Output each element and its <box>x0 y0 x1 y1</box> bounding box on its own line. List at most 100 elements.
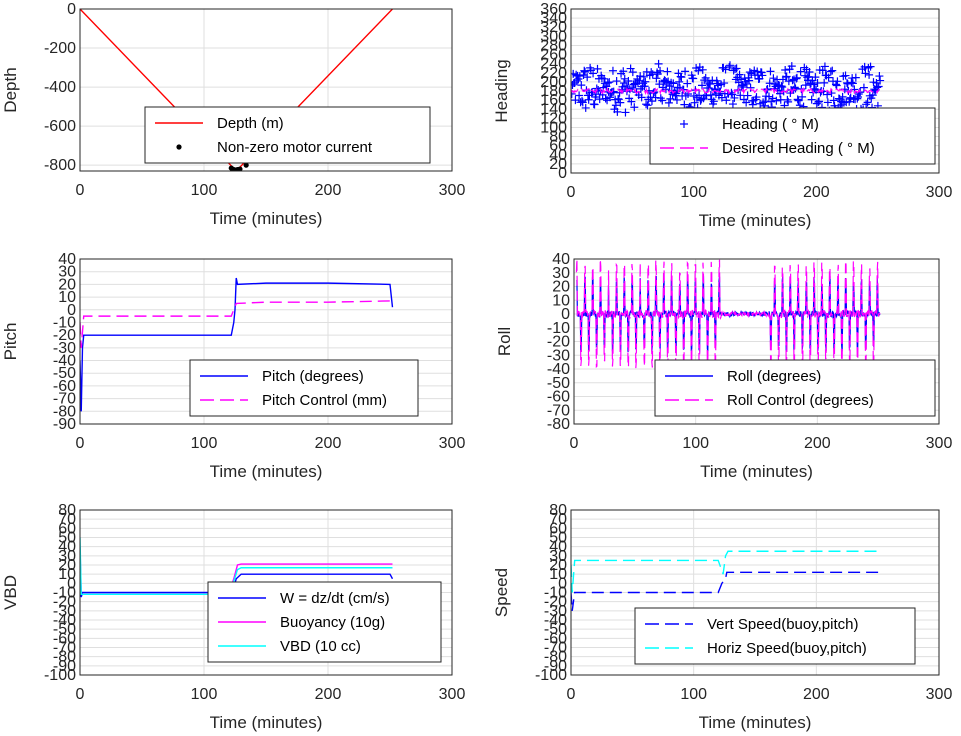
y-tick-label: -10 <box>544 585 567 602</box>
y-tick-label: -70 <box>547 402 570 419</box>
y-axis-label: Depth <box>1 67 20 112</box>
y-tick-label: -600 <box>44 118 76 135</box>
legend-label: Roll Control (degrees) <box>727 392 874 409</box>
y-tick-label: -30 <box>547 347 570 364</box>
series-roll-control-degrees <box>575 259 881 370</box>
y-tick-label: 0 <box>67 575 76 592</box>
y-tick-label: -90 <box>544 658 567 675</box>
y-tick-label: -30 <box>544 603 567 620</box>
x-tick-label: 300 <box>439 686 466 703</box>
y-tick-label: -90 <box>53 416 76 433</box>
legend-box <box>189 359 419 417</box>
legend-label: Desired Heading ( ° M) <box>722 140 875 157</box>
series-pitch-control-mm <box>80 300 393 348</box>
y-tick-label: -70 <box>53 640 76 657</box>
y-tick-label: 10 <box>549 566 567 583</box>
y-tick-label: 260 <box>540 47 567 64</box>
y-tick-label: 30 <box>58 264 76 281</box>
legend: Depth (m) Non-zero motor current <box>144 106 431 164</box>
y-axis-label: VBD <box>1 575 20 610</box>
series-pitch-degrees <box>80 277 394 412</box>
series-horiz-speed-buoy-pitch <box>571 550 881 593</box>
legend-label: VBD (10 cc) <box>280 638 361 655</box>
y-tick-label: 10 <box>58 289 76 306</box>
legend-box <box>649 107 936 165</box>
series-desired-heading-m <box>571 86 880 96</box>
legend: W = dz/dt (cm/s) Buoyancy (10g) VBD (10 cc… <box>207 581 442 663</box>
legend-box <box>634 607 916 665</box>
data-point <box>237 166 243 171</box>
y-tick-label: 0 <box>67 1 76 18</box>
legend-marker <box>680 120 688 128</box>
x-tick-label: 300 <box>926 184 953 201</box>
y-tick-label: -90 <box>53 658 76 675</box>
y-tick-label: 180 <box>540 83 567 100</box>
y-tick-label: 360 <box>540 1 567 18</box>
x-tick-label: 100 <box>191 182 218 199</box>
y-tick-label: -80 <box>53 649 76 666</box>
x-tick-label: 300 <box>926 686 953 703</box>
legend: Roll (degrees) Roll Control (degrees) <box>654 359 936 417</box>
plot-area <box>571 550 881 611</box>
plot-area <box>575 259 881 370</box>
y-tick-label: 300 <box>540 28 567 45</box>
plot-area <box>80 277 394 412</box>
legend-label: Pitch (degrees) <box>262 368 364 385</box>
x-tick-label: 200 <box>315 182 342 199</box>
y-tick-label: -10 <box>53 585 76 602</box>
legend-label: Horiz Speed(buoy,pitch) <box>707 640 867 657</box>
y-tick-label: -30 <box>53 340 76 357</box>
y-tick-label: 40 <box>549 539 567 556</box>
x-tick-label: 200 <box>804 435 831 452</box>
y-tick-label: 30 <box>552 265 570 282</box>
x-axis-label: Time (minutes) <box>699 211 812 230</box>
chart-2: 0 100 200 300020406080100120140160180200220… <box>492 1 952 230</box>
legend: Heading ( ° M) Desired Heading ( ° M) <box>649 107 936 165</box>
y-tick-label: -60 <box>53 378 76 395</box>
y-tick-label: 160 <box>540 92 567 109</box>
y-tick-label: -40 <box>53 353 76 370</box>
x-tick-label: 0 <box>76 686 85 703</box>
y-tick-label: 40 <box>58 539 76 556</box>
y-tick-label: 20 <box>58 557 76 574</box>
y-tick-label: 30 <box>58 548 76 565</box>
x-tick-label: 200 <box>803 686 830 703</box>
chart-6: 0 100 200 30080706050403020100-10-20-30-40-… <box>492 502 952 732</box>
y-tick-label: -80 <box>544 649 567 666</box>
legend-marker <box>176 144 182 150</box>
y-tick-label: 20 <box>58 276 76 293</box>
y-tick-label: 30 <box>549 548 567 565</box>
y-tick-label: -20 <box>544 594 567 611</box>
y-tick-label: 220 <box>540 65 567 82</box>
axes-box <box>573 258 940 425</box>
y-tick-label: -100 <box>535 667 567 684</box>
y-tick-label: 0 <box>558 575 567 592</box>
y-tick-label: -200 <box>44 40 76 57</box>
axes-box <box>79 509 453 676</box>
chart-4: 0 100 200 300403020100-10-20-30-40-50-60-70… <box>495 251 952 481</box>
y-tick-label: 0 <box>67 302 76 319</box>
y-tick-label: 60 <box>549 138 567 155</box>
y-tick-label: 60 <box>549 520 567 537</box>
x-tick-label: 100 <box>191 686 218 703</box>
y-tick-label: 10 <box>552 292 570 309</box>
x-tick-label: 200 <box>315 435 342 452</box>
y-tick-label: 80 <box>549 502 567 519</box>
x-axis-label: Time (minutes) <box>210 713 323 732</box>
y-tick-label: 340 <box>540 10 567 27</box>
y-tick-label: 0 <box>561 306 570 323</box>
y-tick-label: 140 <box>540 101 567 118</box>
axes-box <box>79 8 453 172</box>
y-axis-label: Speed <box>492 568 511 617</box>
y-tick-label: 50 <box>58 530 76 547</box>
y-tick-label: -80 <box>53 403 76 420</box>
legend-box <box>654 359 936 417</box>
x-tick-label: 300 <box>439 182 466 199</box>
x-tick-label: 0 <box>570 435 579 452</box>
x-tick-label: 0 <box>76 435 85 452</box>
x-tick-label: 100 <box>680 686 707 703</box>
y-tick-label: 20 <box>549 557 567 574</box>
y-tick-label: 320 <box>540 19 567 36</box>
y-tick-label: -70 <box>53 391 76 408</box>
